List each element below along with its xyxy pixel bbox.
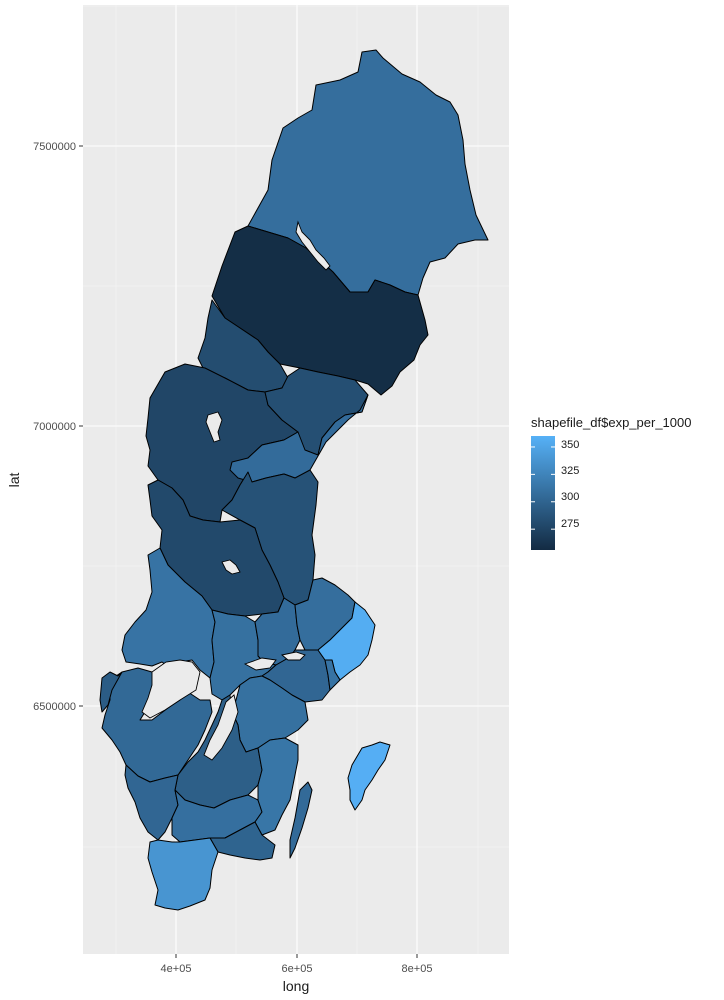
lake [203,694,239,761]
lake [243,657,277,671]
region [289,781,313,859]
y-tick-label: 7000000 [33,421,76,433]
region [254,597,301,666]
region [209,821,276,861]
y-tick-label: 6500000 [33,701,76,713]
region [254,737,299,836]
lake [221,559,241,575]
lake-layer [141,220,331,761]
legend-ticks [531,446,555,530]
region [147,837,219,911]
x-tick-label: 6e+05 [282,963,313,975]
legend-colorbar [531,436,555,550]
lake [281,651,306,661]
lake [205,411,223,443]
x-tick-label: 8e+05 [402,963,433,975]
region-layer [99,49,489,911]
legend-label: 350 [561,439,579,451]
region [324,659,341,691]
y-tick-label: 7500000 [33,141,76,153]
region [124,764,179,841]
x-axis-title: long [283,978,309,994]
legend: shapefile_df$exp_per_1000 350 325 300 27… [531,415,691,550]
y-axis-title: lat [6,473,22,488]
legend-label: 325 [561,465,579,477]
legend-label: 300 [561,491,579,503]
lake [295,220,331,271]
x-tick-label: 4e+05 [161,963,192,975]
region [99,671,123,713]
lake [141,659,201,719]
region [347,741,391,811]
legend-title: shapefile_df$exp_per_1000 [531,415,691,430]
legend-label: 275 [561,518,579,530]
region [261,649,331,703]
axis-ticks [79,145,418,958]
